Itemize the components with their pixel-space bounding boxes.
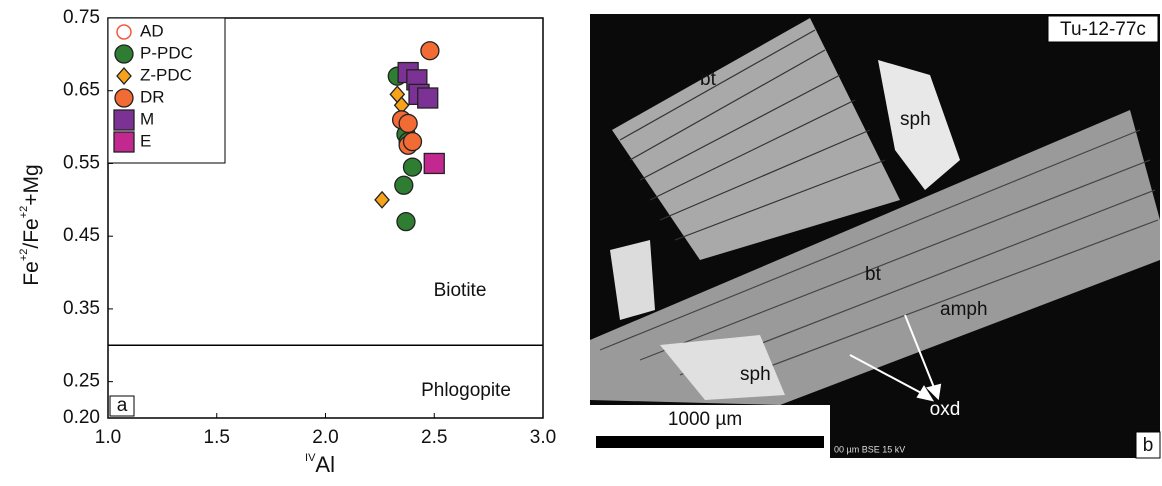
y-tick-label: 0.35 — [63, 298, 100, 319]
grain — [610, 240, 655, 320]
x-tick-label: 3.0 — [530, 427, 556, 448]
sphene — [660, 335, 785, 400]
scale-box — [590, 405, 830, 458]
legend-label: M — [140, 109, 154, 128]
marker — [398, 113, 418, 134]
panel-label-box — [109, 395, 135, 417]
field-label: Phlogopite — [421, 380, 511, 401]
legend-label: DR — [140, 87, 165, 106]
y-tick-label: 0.55 — [63, 152, 100, 173]
legend-marker — [116, 24, 132, 40]
scale-label: 1000 µm — [668, 409, 742, 430]
amphibole-crystal — [590, 110, 1160, 405]
label-part: Al — [315, 452, 335, 477]
mineral-label: sph — [740, 364, 771, 385]
scale-bar — [596, 436, 824, 448]
legend-marker — [113, 109, 135, 131]
marker — [402, 131, 423, 152]
x-tick-label: 1.0 — [95, 427, 121, 448]
y-tick-label: 0.45 — [63, 225, 100, 246]
y-tick-label: 0.75 — [63, 7, 100, 28]
mineral-label: oxd — [930, 399, 961, 420]
y-tick-label: 0.65 — [63, 80, 100, 101]
mineral-label: bt — [700, 69, 717, 90]
legend-label: AD — [140, 21, 164, 40]
mineral-label: bt — [865, 264, 882, 285]
legend-marker — [113, 131, 135, 153]
arrows — [849, 314, 942, 402]
mineral-label: amph — [940, 299, 988, 320]
label-part: +2 — [18, 249, 30, 262]
y-axis-label: Fe+2/Fe+2+Mg — [18, 164, 43, 285]
marker — [394, 175, 414, 195]
sample-box — [1047, 15, 1159, 43]
x-tick-label: 2.5 — [421, 427, 447, 448]
marker — [423, 152, 445, 175]
legend-marker — [116, 67, 132, 85]
legend-label: Z-PDC — [140, 65, 192, 84]
cleavage-lines — [619, 29, 886, 241]
sample-id: Tu-12-77c — [1060, 19, 1146, 40]
marker — [374, 190, 390, 209]
legend-label: E — [140, 131, 151, 150]
label-part: /Fe — [20, 218, 43, 248]
legend-marker — [114, 88, 134, 108]
x-tick-label: 1.5 — [204, 427, 230, 448]
sphene — [878, 60, 960, 190]
marker — [417, 87, 439, 109]
legend-marker — [114, 44, 134, 64]
image-footer: 00 µm BSE 15 kV — [834, 444, 905, 454]
x-axis-label: IVAl — [305, 452, 335, 477]
label-part: +2 — [18, 206, 30, 219]
y-tick-label: 0.25 — [63, 371, 100, 392]
mineral-label: sph — [900, 109, 931, 130]
bse-image: Tu-12-77c bt sph bt amph sph oxd 1000 µm… — [590, 14, 1161, 459]
panel-label-box — [1135, 431, 1161, 459]
biotite-crystal — [612, 18, 900, 260]
marker — [420, 41, 440, 61]
panel-label: b — [1143, 435, 1154, 456]
label-part: +Mg — [20, 164, 43, 205]
marker — [402, 157, 423, 177]
amph-lines — [599, 129, 1159, 386]
label-part: IV — [305, 452, 316, 464]
y-tick-label: 0.20 — [63, 407, 100, 428]
marker — [396, 211, 416, 232]
x-tick-label: 2.0 — [312, 427, 338, 448]
panel-label: a — [117, 395, 128, 416]
field-label: Biotite — [434, 280, 487, 301]
legend-label: P-PDC — [140, 43, 193, 62]
label-part: Fe — [20, 261, 43, 286]
